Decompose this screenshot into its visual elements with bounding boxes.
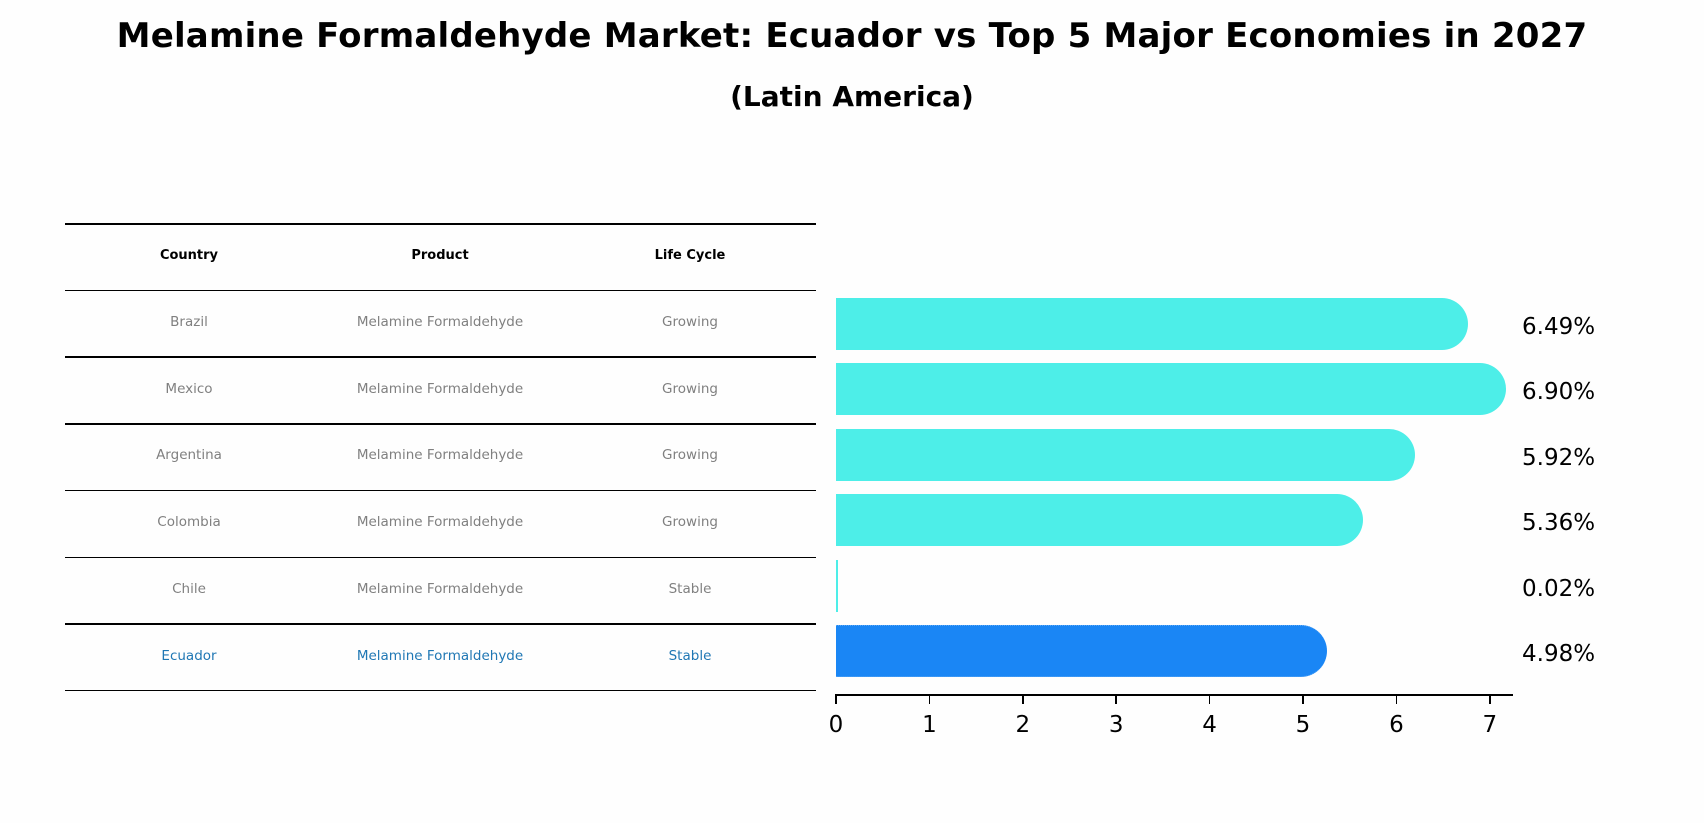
table-cell-country: Brazil	[170, 314, 208, 331]
column-header: Product	[411, 248, 469, 264]
x-tick-label: 3	[1108, 712, 1124, 738]
x-tick-label: 4	[1202, 712, 1217, 738]
table-divider	[65, 223, 816, 225]
x-tick-label: 0	[828, 712, 844, 738]
table-divider	[65, 356, 816, 358]
x-tick	[1489, 695, 1491, 704]
bar-ecuador	[836, 625, 1328, 677]
table-cell-country: Chile	[172, 580, 206, 597]
table-divider	[65, 623, 816, 625]
value-label: 4.98%	[1522, 641, 1596, 667]
table-cell-life-cycle: Stable	[668, 647, 712, 664]
table-cell-product: Melamine Formaldehyde	[356, 514, 524, 531]
table-cell-life-cycle: Stable	[668, 580, 712, 597]
table-divider	[65, 489, 816, 492]
x-tick-label: 7	[1482, 712, 1498, 738]
x-axis-line	[835, 694, 1513, 696]
bar-argentina	[836, 428, 1415, 481]
x-tick	[1208, 695, 1211, 704]
column-header: Country	[159, 248, 219, 264]
table-cell-life-cycle: Growing	[662, 514, 718, 531]
table-cell-product: Melamine Formaldehyde	[356, 380, 524, 397]
chart-title: Melamine Formaldehyde Market: Ecuador vs…	[116, 16, 1588, 56]
x-tick	[1022, 695, 1024, 704]
table-cell-life-cycle: Growing	[662, 314, 718, 331]
bar-colombia	[836, 494, 1363, 547]
bar-chile	[836, 559, 838, 612]
bar-brazil	[836, 298, 1469, 350]
bar-mexico	[836, 363, 1507, 416]
table-divider	[65, 556, 816, 558]
value-label: 5.92%	[1522, 444, 1596, 471]
table-cell-country: Argentina	[156, 447, 222, 464]
table-cell-product: Melamine Formaldehyde	[356, 447, 524, 464]
table-divider	[65, 423, 816, 425]
chart-subtitle: (Latin America)	[730, 80, 974, 113]
table-cell-product: Melamine Formaldehyde	[356, 580, 524, 597]
x-tick-label: 6	[1389, 712, 1404, 738]
x-tick-label: 1	[922, 712, 937, 738]
value-label: 5.36%	[1522, 510, 1596, 537]
table-cell-country: Ecuador	[161, 647, 217, 664]
x-tick-label: 2	[1015, 712, 1031, 738]
x-tick	[1302, 695, 1304, 704]
x-tick	[1395, 695, 1398, 704]
table-divider	[65, 289, 816, 292]
x-tick-label: 5	[1295, 712, 1311, 738]
table-cell-product: Melamine Formaldehyde	[356, 314, 524, 331]
x-tick	[1115, 695, 1117, 704]
table-cell-product: Melamine Formaldehyde	[356, 647, 524, 664]
x-tick	[835, 695, 837, 704]
table-cell-life-cycle: Growing	[662, 447, 718, 464]
table-cell-country: Mexico	[165, 380, 213, 397]
value-label: 6.90%	[1522, 379, 1596, 406]
value-label: 0.02%	[1522, 575, 1596, 602]
x-tick	[928, 695, 931, 704]
table-cell-life-cycle: Growing	[662, 380, 718, 397]
value-label: 6.49%	[1522, 314, 1596, 340]
column-header: Life Cycle	[654, 248, 726, 264]
table-divider	[65, 689, 816, 692]
table-cell-country: Colombia	[157, 514, 221, 531]
